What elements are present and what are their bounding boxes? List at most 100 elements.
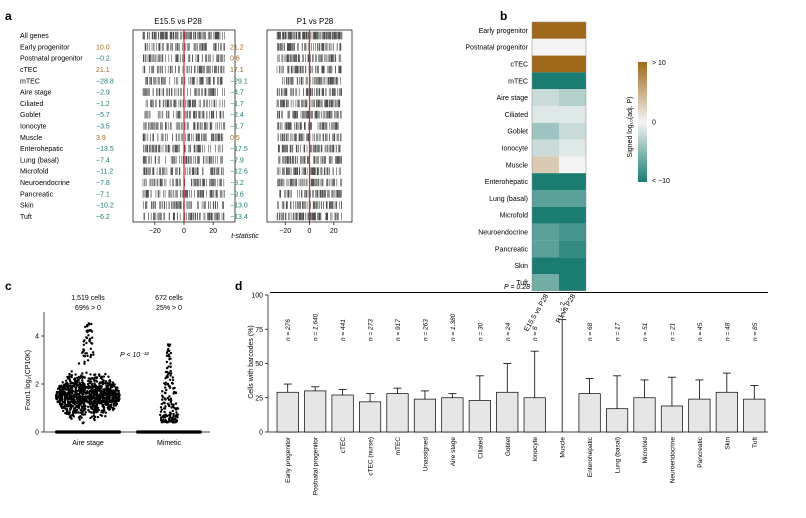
gene-ticks-0-1 — [144, 43, 225, 51]
point — [110, 385, 113, 388]
point — [64, 397, 67, 400]
point — [169, 362, 172, 365]
panel-label-b: b — [500, 9, 507, 23]
point — [83, 376, 87, 379]
point — [86, 379, 90, 383]
bar-12 — [606, 408, 629, 433]
heatmap-cell-13-1 — [559, 240, 586, 258]
point — [68, 375, 71, 379]
bar-7 — [468, 400, 491, 433]
heatmap-row-14: Skin — [514, 263, 528, 270]
point — [117, 389, 120, 393]
point — [69, 394, 73, 397]
point — [89, 402, 93, 405]
panel-d-ytick-label-4: 100 — [251, 293, 263, 300]
point — [98, 374, 101, 378]
heatmap-cell-1-0 — [532, 38, 559, 56]
bar-category-15: Pancreatic — [697, 436, 704, 467]
heatmap-cell-14-0 — [532, 257, 559, 274]
point — [99, 391, 103, 394]
point — [107, 389, 110, 392]
point — [70, 375, 73, 379]
point — [171, 379, 175, 382]
point — [92, 411, 95, 415]
n-label-4: n = 917 — [395, 319, 402, 341]
panel-d-ylabel: Cells with barcodes (%) — [248, 325, 255, 399]
point — [102, 375, 106, 378]
point — [91, 351, 95, 354]
point — [163, 410, 166, 414]
gene-ticks-1-0 — [276, 31, 343, 40]
point — [78, 391, 82, 394]
panel-d-ytick-label-2: 50 — [255, 361, 263, 368]
point — [83, 408, 86, 411]
gene-ticks-0-6 — [145, 99, 225, 108]
tstat-value-1-14: −9.6 — [230, 191, 244, 198]
point — [58, 394, 61, 397]
point — [165, 366, 169, 370]
point — [100, 395, 103, 398]
gene-ticks-0-10 — [143, 144, 223, 153]
n-label-12: n = 17 — [615, 322, 622, 341]
heatmap-cell-10-1 — [559, 190, 586, 207]
heatmap-cell-7-0 — [532, 139, 559, 157]
tstat-value-0-4: −28.8 — [96, 78, 114, 85]
panel-c-zero-band-1 — [136, 430, 202, 434]
gene-ticks-0-8 — [143, 122, 226, 130]
point — [85, 352, 89, 355]
point — [169, 397, 173, 400]
panel-d-ytick-label-0: 0 — [259, 430, 263, 437]
point — [113, 385, 116, 388]
point — [88, 338, 91, 342]
point — [98, 398, 102, 401]
point — [78, 382, 82, 385]
point — [168, 411, 172, 414]
point — [91, 391, 94, 394]
point — [64, 404, 67, 407]
point — [70, 381, 73, 384]
point — [90, 394, 93, 398]
row-label-16: Tuft — [20, 214, 32, 221]
heatmap-row-4: Aire stage — [496, 95, 528, 102]
point — [73, 395, 76, 399]
point — [80, 409, 83, 413]
point — [94, 398, 97, 401]
bar-category-7: Ciliated — [477, 437, 484, 459]
point — [165, 351, 169, 355]
row-label-2: Postnatal progenitor — [20, 56, 83, 63]
gene-ticks-1-13 — [277, 178, 343, 187]
bar-category-4: mTEC — [395, 437, 402, 456]
point — [163, 391, 167, 394]
point — [66, 382, 70, 385]
point — [73, 407, 77, 410]
point — [94, 396, 98, 399]
point — [73, 409, 77, 413]
point — [66, 412, 70, 415]
point — [85, 336, 89, 340]
point — [96, 415, 100, 419]
point — [172, 418, 175, 421]
point — [87, 334, 90, 337]
point — [107, 402, 110, 405]
heatmap-cell-5-0 — [532, 106, 559, 123]
row-label-0: All genes — [20, 33, 49, 40]
bar-category-0: Early progenitor — [285, 436, 292, 483]
tstat-value-0-13: −7.8 — [96, 180, 110, 187]
point — [103, 409, 106, 412]
tstat-value-1-13: −8.2 — [230, 180, 244, 187]
point — [159, 406, 163, 409]
bar-13 — [633, 397, 656, 433]
point — [170, 381, 174, 385]
point — [89, 416, 92, 420]
heatmap-cell-6-0 — [532, 122, 559, 140]
bar-9 — [523, 397, 546, 433]
bar-4 — [386, 393, 409, 433]
point — [57, 400, 61, 404]
point — [59, 388, 62, 392]
gene-ticks-1-11 — [278, 156, 342, 164]
point — [174, 417, 177, 421]
point — [93, 401, 96, 404]
bar-5 — [413, 398, 436, 433]
n-label-2: n = 441 — [340, 319, 347, 341]
point — [92, 393, 96, 396]
